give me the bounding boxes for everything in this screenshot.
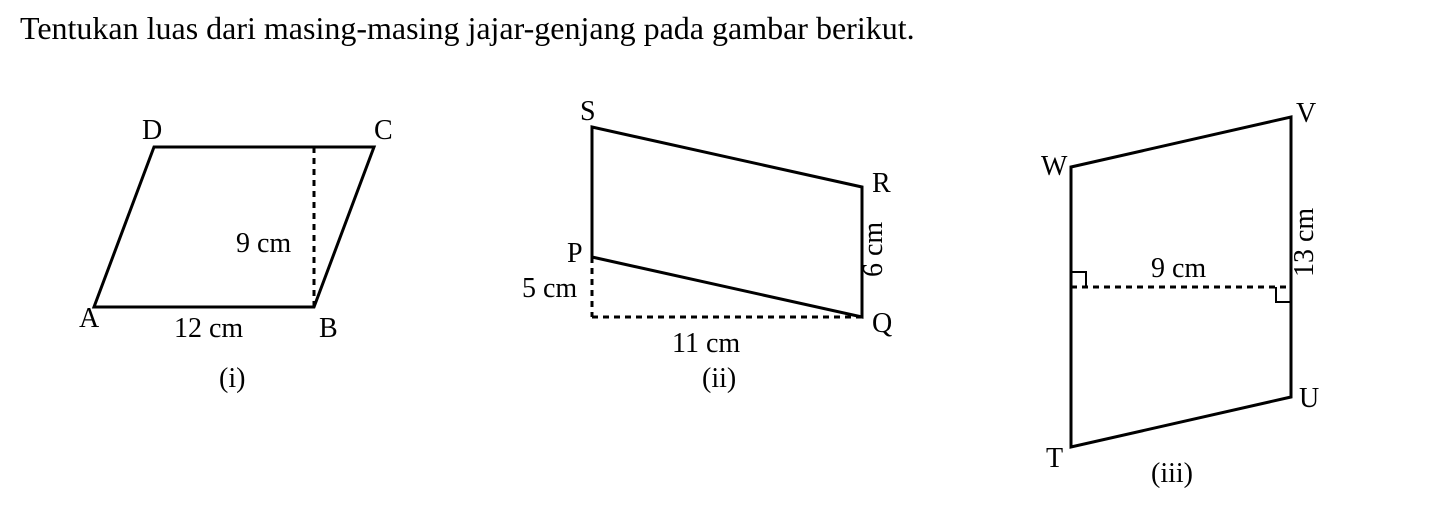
side-label-ii: 6 cm <box>858 222 889 277</box>
vertex-b: B <box>319 313 338 344</box>
vertex-w: W <box>1041 151 1068 182</box>
vertex-c: C <box>374 115 393 146</box>
figure-label-ii: (ii) <box>702 363 736 394</box>
parallelogram-pqrs <box>592 127 862 317</box>
parallelogram-abcd <box>94 147 374 307</box>
figure-i: A B C D 12 cm 9 cm (i) <box>74 67 414 412</box>
ext-height-label-ii: 5 cm <box>522 273 577 304</box>
vertex-r: R <box>872 168 891 199</box>
width-label-iii: 9 cm <box>1151 253 1206 284</box>
parallelogram-iii-svg: W V U T 9 cm 13 cm (iii) <box>1031 67 1361 497</box>
vertex-d: D <box>142 115 162 146</box>
vertex-t: T <box>1046 443 1063 474</box>
right-angle-right <box>1276 287 1291 302</box>
parallelogram-i-svg: A B C D 12 cm 9 cm (i) <box>74 67 414 407</box>
vertex-q: Q <box>872 308 892 339</box>
base-label-i: 12 cm <box>174 313 243 344</box>
parallelogram-ii-svg: S R Q P 5 cm 11 cm 6 cm (ii) <box>522 67 922 407</box>
base-label-ii: 11 cm <box>672 328 740 359</box>
vertex-a: A <box>79 303 100 334</box>
figure-label-i: (i) <box>219 363 245 394</box>
vertex-s: S <box>580 96 596 127</box>
vertex-v: V <box>1296 98 1316 129</box>
vertex-p: P <box>567 238 583 269</box>
diagrams-container: A B C D 12 cm 9 cm (i) S R Q P 5 cm 11 c… <box>0 57 1435 512</box>
figure-ii: S R Q P 5 cm 11 cm 6 cm (ii) <box>522 67 922 412</box>
side-label-iii: 13 cm <box>1289 208 1320 277</box>
right-angle-left <box>1071 272 1086 287</box>
problem-title: Tentukan luas dari masing-masing jajar-g… <box>0 0 1435 57</box>
figure-iii: W V U T 9 cm 13 cm (iii) <box>1031 67 1361 502</box>
height-label-i: 9 cm <box>236 228 291 259</box>
figure-label-iii: (iii) <box>1151 458 1193 489</box>
vertex-u: U <box>1299 383 1319 414</box>
